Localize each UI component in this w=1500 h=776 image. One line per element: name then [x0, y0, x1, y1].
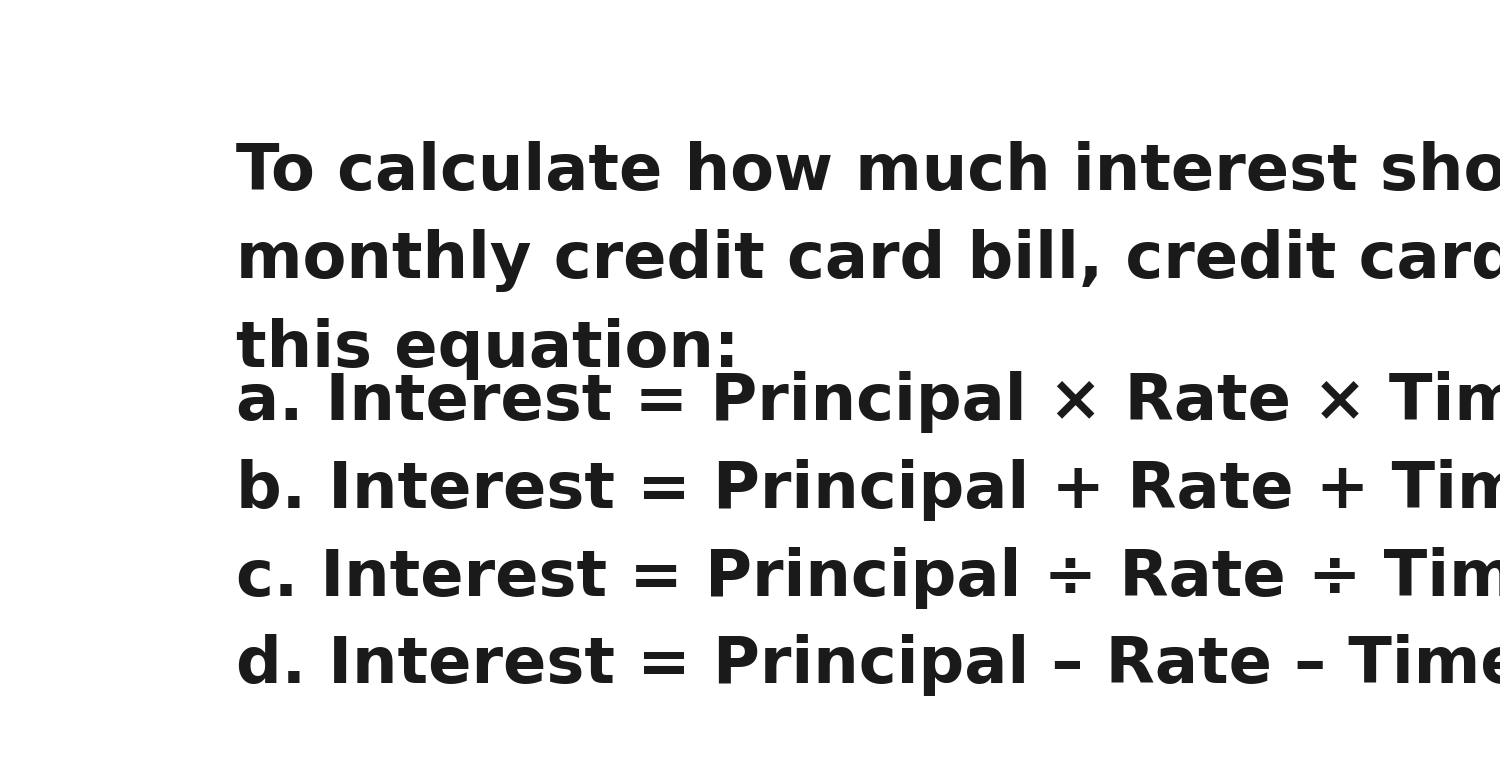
Text: monthly credit card bill, credit card companies use: monthly credit card bill, credit card co…: [237, 230, 1500, 293]
Text: To calculate how much interest should be paid on a: To calculate how much interest should be…: [237, 141, 1500, 203]
Text: d. Interest = Principal – Rate – Time: d. Interest = Principal – Rate – Time: [237, 635, 1500, 697]
Text: c. Interest = Principal ÷ Rate ÷ Time: c. Interest = Principal ÷ Rate ÷ Time: [237, 546, 1500, 608]
Text: this equation:: this equation:: [237, 318, 740, 379]
Text: a. Interest = Principal × Rate × Time: a. Interest = Principal × Rate × Time: [237, 371, 1500, 433]
Text: b. Interest = Principal + Rate + Time: b. Interest = Principal + Rate + Time: [237, 459, 1500, 521]
